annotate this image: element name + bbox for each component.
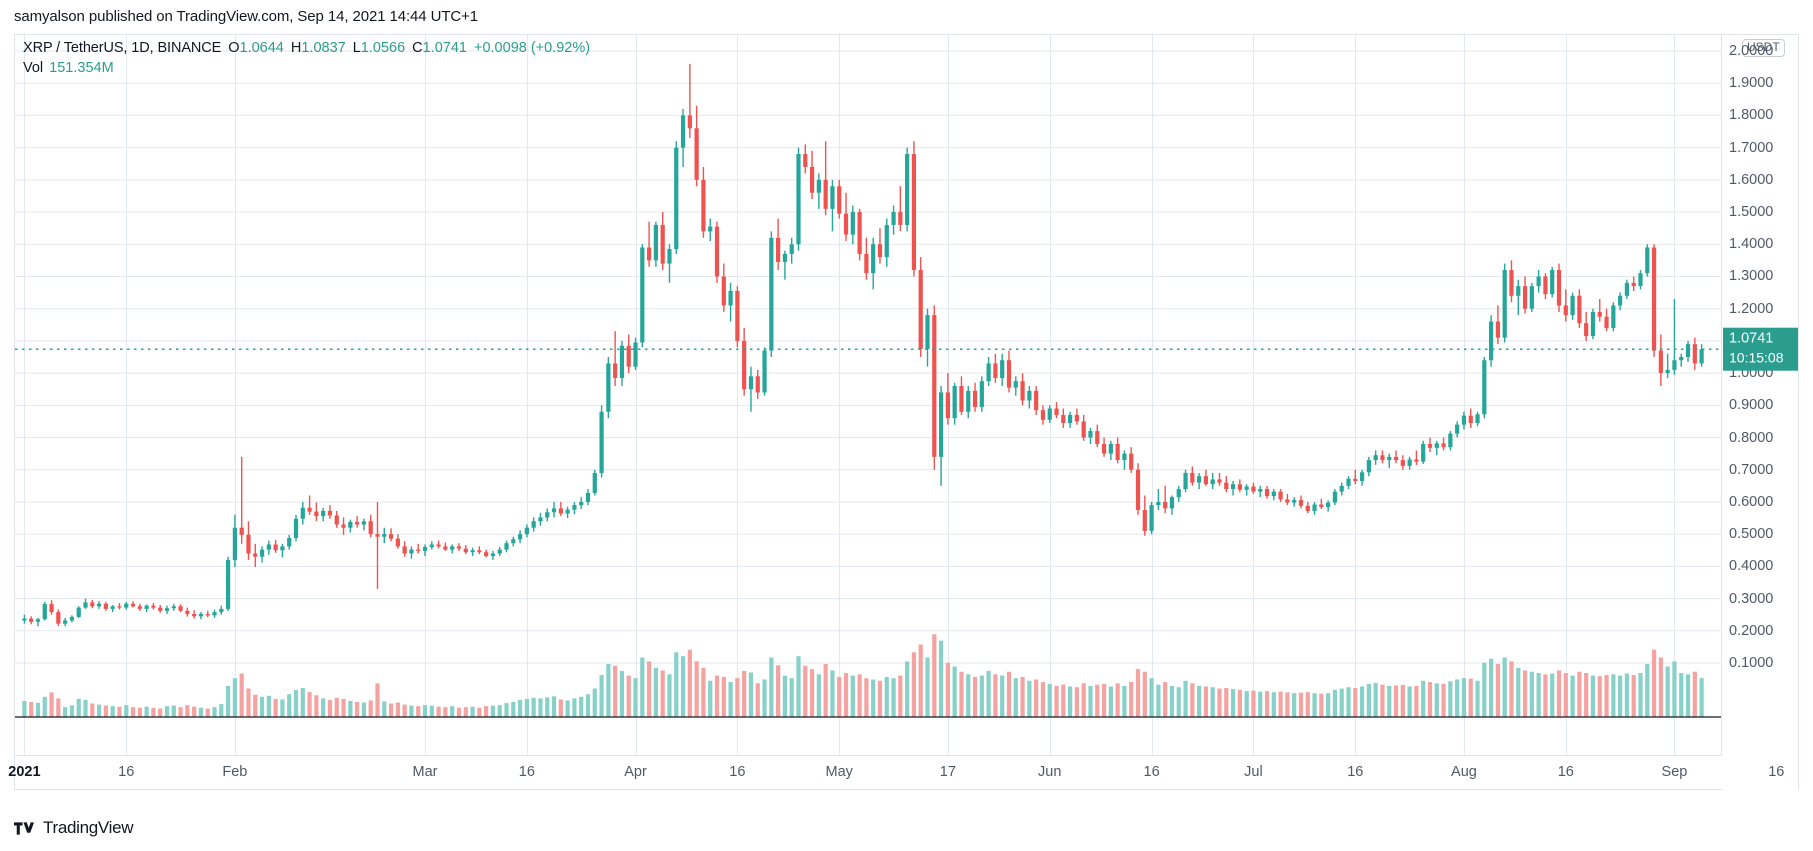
price-tick: 0.9000 [1729, 397, 1774, 414]
price-tick: 1.2000 [1729, 300, 1774, 317]
time-tick: 16 [1143, 764, 1160, 780]
chart-pane[interactable] [15, 35, 1722, 756]
time-tick: Apr [624, 764, 647, 780]
price-tick: 0.6000 [1729, 493, 1774, 510]
last-price-tag[interactable]: 1.0741 10:15:08 [1723, 327, 1798, 371]
time-tick: 16 [518, 764, 535, 780]
time-tick: Jul [1244, 764, 1263, 780]
price-tick: 0.1000 [1729, 655, 1774, 671]
price-tick: 1.8000 [1729, 107, 1774, 124]
time-tick: Mar [412, 764, 438, 780]
publication-credit: samyalson published on TradingView.com, … [14, 8, 479, 25]
time-tick: 16 [1557, 764, 1574, 780]
price-tick: 1.3000 [1729, 268, 1774, 285]
price-tick: 1.5000 [1729, 204, 1774, 221]
price-tick: 0.3000 [1729, 590, 1774, 607]
currency-unit-badge: USDT [1742, 39, 1785, 58]
price-tick: 0.4000 [1729, 558, 1774, 575]
chart-frame: XRP / TetherUS, 1D, BINANCE O1.0644 H1.083… [8, 34, 1799, 790]
time-tick: 16 [1768, 764, 1785, 780]
candlestick-volume-series [15, 63, 1722, 718]
price-tick: 0.8000 [1729, 429, 1774, 446]
price-tick: 1.4000 [1729, 236, 1774, 253]
time-tick: Sep [1661, 764, 1688, 780]
tradingview-logo-icon [14, 821, 34, 835]
chart-gridlines [15, 35, 1722, 756]
time-tick: 16 [118, 764, 135, 780]
time-tick: 16 [1347, 764, 1364, 780]
time-tick: May [825, 764, 853, 780]
price-scale[interactable]: USDT 2.0000 1.9000 1.8000 1.7000 1.6000 1.500… [1721, 35, 1798, 790]
price-tick: 0.5000 [1729, 526, 1774, 543]
time-tick: 16 [729, 764, 746, 780]
price-tick: 1.6000 [1729, 171, 1774, 188]
price-tick: 0.2000 [1729, 622, 1774, 639]
time-tick: Feb [222, 764, 248, 780]
bar-countdown: 10:15:08 [1729, 350, 1784, 367]
price-tick: 0.7000 [1729, 461, 1774, 478]
price-tick: 1.9000 [1729, 75, 1774, 92]
brand-name: TradingView [43, 818, 134, 837]
time-tick: Aug [1451, 764, 1477, 780]
time-tick: Jun [1038, 764, 1062, 780]
time-tick: 17 [939, 764, 956, 780]
time-scale[interactable]: 2021 16 Feb Mar 16 Apr 16 May 17 Jun 16 Jul 16 Aug 16 S… [8, 755, 1784, 789]
time-tick: 2021 [8, 764, 41, 780]
tradingview-brand: TradingView [14, 818, 134, 838]
price-tick: 1.7000 [1729, 139, 1774, 156]
last-price-value: 1.0741 [1729, 330, 1774, 347]
price-tick: 2.0000 [1729, 43, 1774, 59]
